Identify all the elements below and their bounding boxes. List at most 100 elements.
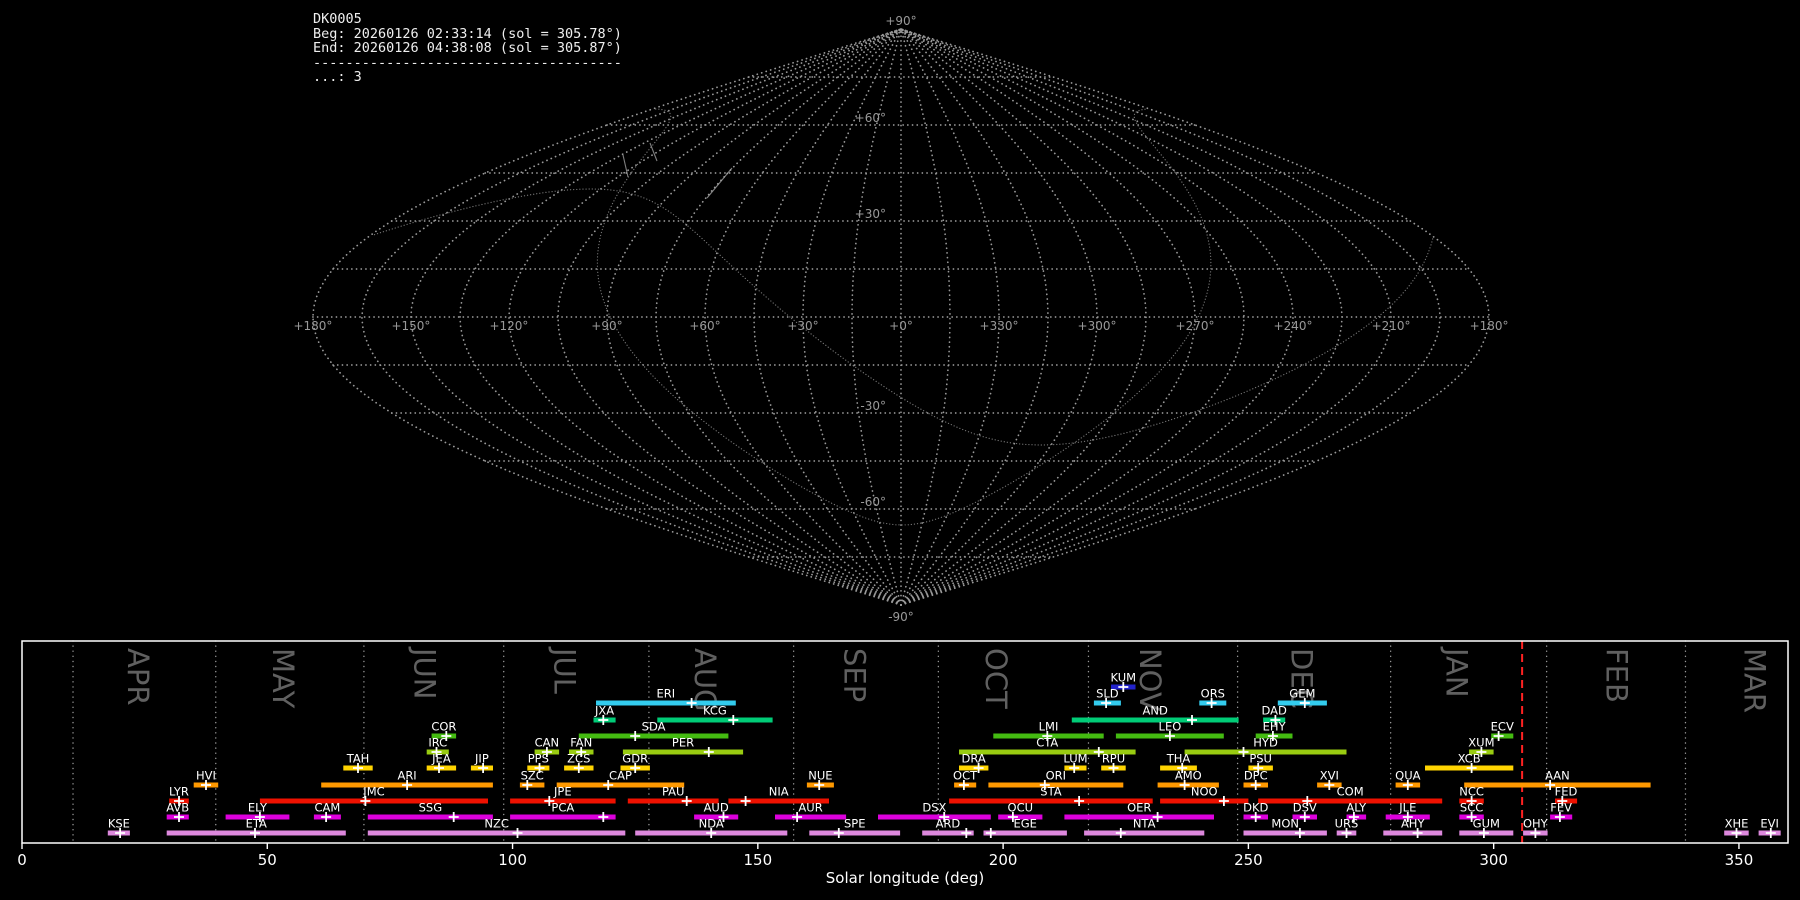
shower-code-label: NCC — [1459, 785, 1484, 799]
shower-peak-cross — [1074, 796, 1085, 806]
shower-SSG: SSG — [367, 801, 493, 822]
map-meridian — [655, 28, 902, 606]
shower-code-label: HYD — [1253, 736, 1278, 750]
shower-AMO: AMO — [1157, 769, 1219, 790]
shower-activity-bar — [949, 798, 1153, 804]
shower-peak-cross — [1187, 715, 1197, 725]
shower-KSE: KSE — [107, 817, 130, 838]
shower-peak-cross — [1108, 763, 1119, 773]
map-meridian — [900, 28, 1294, 606]
shower-AND: AND — [1071, 704, 1239, 725]
x-tick-label: 350 — [1725, 851, 1754, 869]
shower-peak-cross — [174, 812, 184, 822]
month-layer: APR MAY JUN JUL AUG SEP OCT NOV DEC JAN FEB MAR — [72, 640, 1772, 844]
shower-code-label: ALY — [1346, 801, 1367, 815]
map-meridian — [900, 28, 1147, 606]
x-axis-title: Solar longitude (deg) — [826, 869, 984, 887]
shower-peak-cross — [431, 747, 442, 757]
shower-peak-cross — [1294, 828, 1305, 838]
shower-code-label: JEA — [431, 752, 451, 766]
shower-peak-cross — [1299, 698, 1310, 708]
shower-OCT: OCT — [953, 769, 978, 790]
map-meridian — [410, 28, 902, 606]
shower-code-label: LMI — [1039, 720, 1059, 734]
shower-code-label: RPU — [1102, 752, 1125, 766]
shower-FED: FED — [1555, 785, 1578, 806]
month-label: NOV — [1133, 648, 1167, 712]
map-lon-label: +240° — [1274, 319, 1313, 333]
shower-AUD: AUD — [694, 801, 739, 822]
shower-ETA: ETA — [166, 817, 346, 838]
map-lon-label: +150° — [391, 319, 430, 333]
shower-ZCS: ZCS — [564, 752, 594, 773]
shower-CAM: CAM — [313, 801, 341, 822]
shower-peak-cross — [1554, 812, 1565, 822]
shower-ALY: ALY — [1346, 801, 1367, 822]
meteor-count: ...: 3 — [313, 69, 362, 85]
shower-activity-bar — [367, 814, 493, 820]
shower-peak-cross — [985, 828, 996, 838]
shower-peak-cross — [1299, 812, 1310, 822]
shower-code-label: SZC — [521, 769, 544, 783]
map-meridian — [361, 28, 902, 606]
shower-peak-cross — [603, 780, 614, 790]
shower-activity-bar — [1243, 830, 1327, 836]
shower-FAN: FAN — [569, 736, 594, 757]
shower-code-label: XCB — [1458, 752, 1481, 766]
shower-GDR: GDR — [620, 752, 650, 773]
map-lon-label: +30° — [787, 319, 818, 333]
shower-HYD: HYD — [1184, 736, 1347, 757]
shower-activity-bar — [1064, 814, 1214, 820]
shower-IRC: IRC — [426, 736, 449, 757]
shower-activity-bar — [627, 798, 719, 804]
shower-activity-bar — [367, 830, 626, 836]
shower-code-label: PER — [672, 736, 694, 750]
shower-DSV: DSV — [1292, 801, 1317, 822]
observation-header: DK0005 Beg: 20260126 02:33:14 (sol = 305.… — [313, 12, 622, 85]
shower-activity-bar — [556, 782, 685, 788]
map-reference-circle — [789, 238, 1434, 446]
shower-DAD: DAD — [1261, 704, 1287, 725]
shower-TAH: TAH — [343, 752, 373, 773]
begin-time: Beg: 20260126 02:33:14 (sol = 305.78°) — [313, 25, 622, 42]
shower-activity-bar — [1160, 798, 1249, 804]
shower-NUE: NUE — [806, 769, 834, 790]
shower-NZC: NZC — [367, 817, 626, 838]
map-meridian — [557, 28, 902, 606]
shower-ECV: ECV — [1491, 720, 1514, 741]
shower-code-label: GDR — [622, 752, 648, 766]
map-lon-label: +0° — [889, 319, 913, 333]
map-lon-label: +330° — [980, 319, 1019, 333]
map-meridian — [851, 28, 902, 606]
shower-peak-cross — [1402, 812, 1413, 822]
map-meridian — [459, 28, 902, 606]
month-label: APR — [121, 648, 155, 705]
shower-LYR: LYR — [169, 785, 189, 806]
map-lat-label: +90° — [885, 14, 916, 28]
shower-peak-cross — [360, 796, 371, 806]
shower-activity-bar — [657, 717, 773, 723]
shower-peak-cross — [1042, 731, 1053, 741]
month-label: OCT — [979, 648, 1013, 709]
map-meridian — [900, 28, 1196, 606]
shower-SDA: SDA — [578, 720, 729, 741]
map-lon-label: +300° — [1078, 319, 1117, 333]
shower-code-label: OCU — [1008, 801, 1034, 815]
shower-code-label: NTA — [1133, 817, 1156, 831]
shower-peak-cross — [1007, 812, 1018, 822]
shower-peak-cross — [630, 731, 641, 741]
shower-peak-cross — [541, 747, 552, 757]
shower-code-label: JIP — [474, 752, 489, 766]
shower-PCA: PCA — [510, 801, 616, 822]
shower-peak-cross — [1206, 698, 1217, 708]
shower-DKD: DKD — [1243, 801, 1269, 822]
shower-code-label: PAU — [662, 785, 684, 799]
shower-peak-cross — [534, 763, 545, 773]
shower-peak-cross — [833, 828, 844, 838]
shower-peak-cross — [703, 747, 714, 757]
shower-JIP: JIP — [470, 752, 493, 773]
shower-peak-cross — [115, 828, 126, 838]
shower-code-label: AAN — [1545, 769, 1570, 783]
end-time: End: 20260126 04:38:08 (sol = 305.87°) — [313, 40, 622, 56]
month-label: FEB — [1599, 648, 1633, 703]
